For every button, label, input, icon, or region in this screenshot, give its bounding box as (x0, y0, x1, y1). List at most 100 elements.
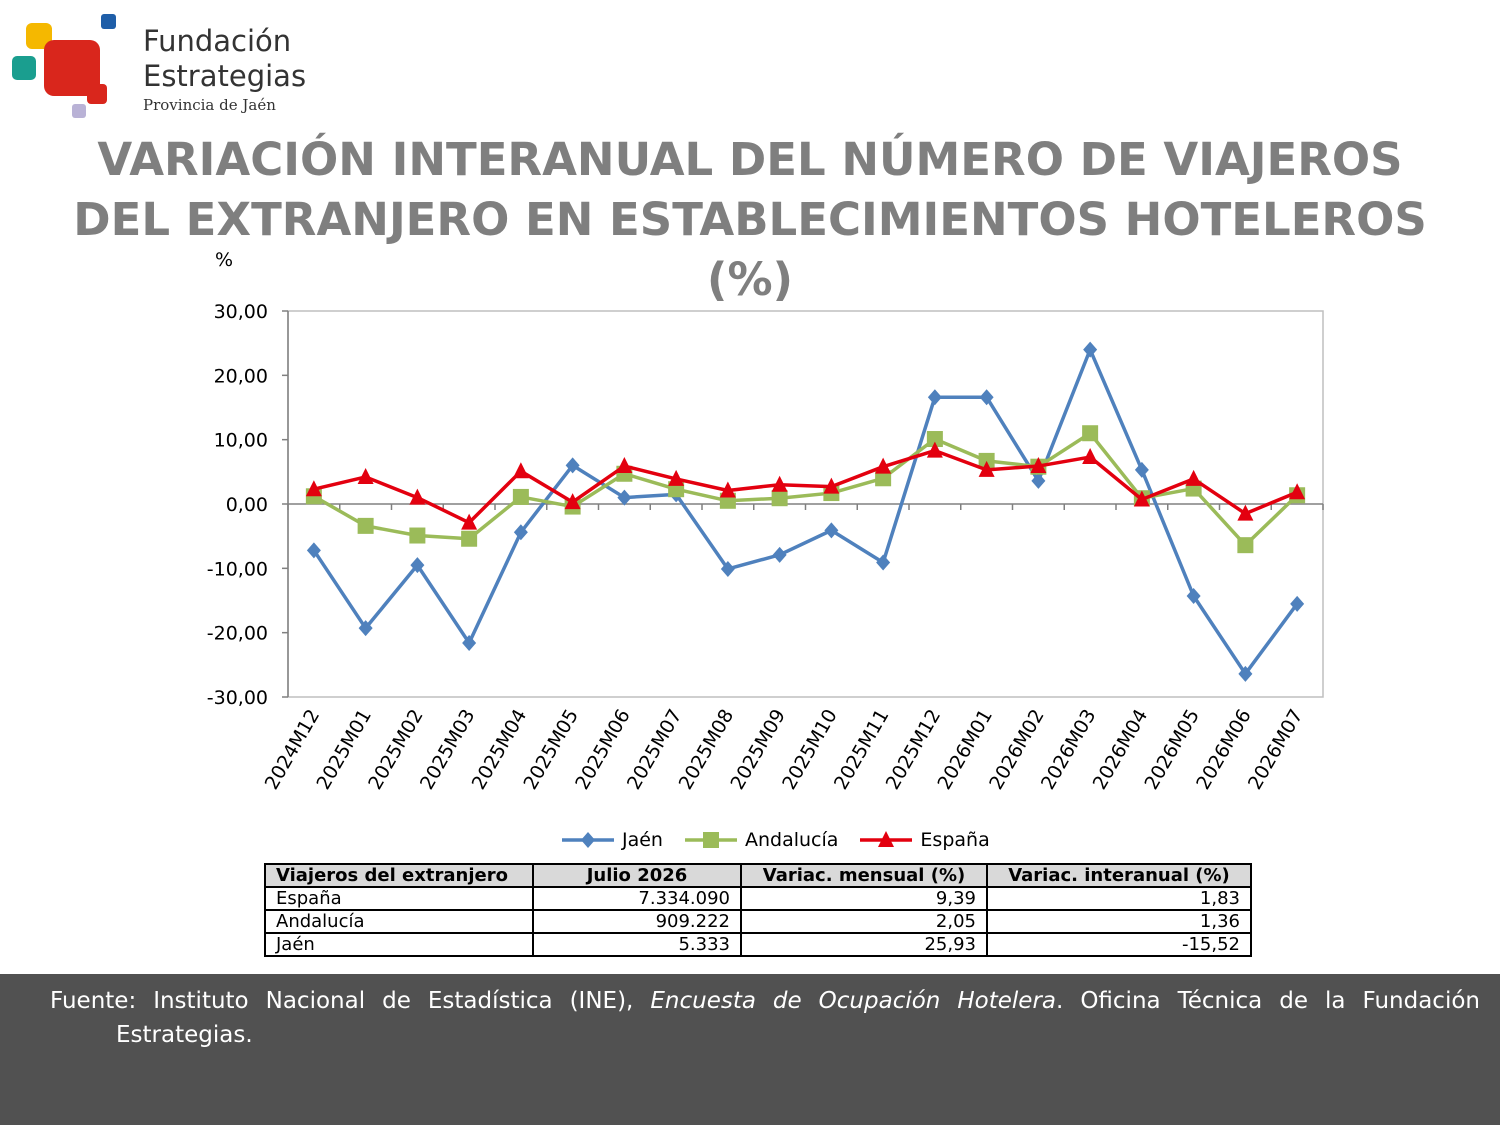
data-point (616, 465, 633, 482)
x-tick-label: 2025M09 (726, 706, 790, 794)
data-point (669, 486, 684, 503)
x-tick-label: 2025M04 (468, 706, 532, 794)
logo-line-2: Estrategias (143, 59, 307, 93)
x-tick-label: 2026M01 (933, 706, 997, 794)
data-point (875, 457, 892, 474)
table-cell: Andalucía (264, 909, 534, 934)
table-header-cell: Variac. interanual (%) (986, 863, 1252, 888)
data-point (1134, 461, 1149, 478)
x-tick-label: 2025M03 (416, 706, 480, 794)
data-point (1031, 472, 1046, 489)
data-point (1030, 457, 1047, 474)
source-prefix: Fuente: Instituto Nacional de Estadístic… (50, 988, 651, 1014)
data-point (357, 467, 374, 484)
data-point (875, 470, 892, 487)
data-point (305, 480, 322, 497)
table-cell: 9,39 (740, 886, 988, 911)
data-point (461, 513, 478, 530)
data-point (617, 489, 632, 506)
source-line-1: Fuente: Instituto Nacional de Estadístic… (50, 984, 1480, 1018)
data-point (357, 517, 374, 534)
data-point (1185, 480, 1202, 497)
data-point (978, 460, 995, 477)
plot-area (287, 310, 1324, 698)
x-tick-label: 2026M05 (1140, 706, 1204, 794)
summary-table: Viajeros del extranjero Julio 2026 Varia… (264, 863, 1252, 957)
table-header-cell: Variac. mensual (%) (740, 863, 988, 888)
data-point (823, 485, 840, 502)
y-tick-label: 20,00 (214, 365, 268, 387)
legend-label: España (920, 829, 990, 851)
y-tick-label: -20,00 (207, 623, 268, 645)
data-point (564, 493, 581, 510)
series-line (313, 431, 1299, 547)
data-point (1289, 487, 1306, 504)
data-point (1185, 469, 1202, 486)
legend-label: Jaén (622, 829, 663, 851)
table-cell: 1,83 (986, 886, 1252, 911)
data-point (979, 389, 994, 406)
data-point (720, 560, 735, 577)
x-tick-label: 2025M01 (312, 706, 376, 794)
logo-line-3: Provincia de Jaén (143, 96, 276, 114)
table-row: Andalucía 909.222 2,05 1,36 (264, 909, 1252, 934)
data-point (719, 481, 736, 498)
x-tick-label: 2026M07 (1244, 706, 1308, 794)
data-point (565, 457, 580, 474)
x-tick-label: 2026M06 (1192, 706, 1256, 794)
data-point (926, 431, 943, 448)
legend-item: Jaén (560, 829, 663, 851)
data-point (409, 488, 426, 505)
legend-label: Andalucía (744, 829, 839, 851)
table-cell: 909.222 (532, 909, 742, 934)
data-point (1030, 458, 1047, 475)
legend-swatch (562, 832, 614, 848)
data-point (461, 530, 478, 547)
source-footer: Fuente: Instituto Nacional de Estadístic… (0, 974, 1500, 1125)
page-title: VARIACIÓN INTERANUAL DEL NÚMERO DE VIAJE… (0, 130, 1500, 310)
data-point (719, 492, 736, 509)
data-point (1290, 595, 1305, 612)
x-tick-label: 2025M06 (571, 706, 635, 794)
data-point (772, 546, 787, 563)
data-point (616, 457, 633, 474)
source-survey-name: Encuesta de Ocupación Hotelera (650, 988, 1057, 1014)
table-header-cell: Viajeros del extranjero (264, 863, 534, 888)
y-tick-label: -10,00 (207, 558, 268, 580)
x-tick-label: 2024M12 (261, 706, 325, 794)
data-point (513, 524, 528, 541)
x-tick-label: 2025M11 (830, 706, 894, 794)
table-cell: 7.334.090 (532, 886, 742, 911)
data-point (305, 488, 322, 505)
x-tick-label: 2025M05 (519, 706, 583, 794)
data-point (926, 441, 943, 458)
data-point (1238, 665, 1253, 682)
table-row: España 7.334.090 9,39 1,83 (264, 886, 1252, 911)
table-header-row: Viajeros del extranjero Julio 2026 Varia… (264, 863, 1252, 888)
x-tick-label: 2026M02 (985, 706, 1049, 794)
table-cell: 2,05 (740, 909, 988, 934)
data-point (1133, 490, 1150, 507)
table-header-cell: Julio 2026 (532, 863, 742, 888)
table-row: Jaén 5.333 25,93 -15,52 (264, 932, 1252, 957)
data-point (1186, 587, 1201, 604)
table-cell: 5.333 (532, 932, 742, 957)
legend-item: España (858, 829, 990, 851)
y-tick-label: -30,00 (207, 687, 268, 709)
x-tick-label: 2026M03 (1037, 706, 1101, 794)
data-point (1082, 425, 1099, 442)
series-line (312, 347, 1299, 676)
legend-swatch (684, 832, 737, 848)
table-cell: 25,93 (740, 932, 988, 957)
data-point (771, 475, 788, 492)
source-suffix: . Oficina Técnica de la Fundación (1056, 988, 1480, 1014)
data-point (978, 452, 995, 469)
data-point (1289, 483, 1306, 500)
legend-item: Andalucía (683, 829, 838, 851)
y-tick-label: 10,00 (214, 430, 268, 452)
x-tick-label: 2025M10 (778, 706, 842, 794)
title-line-2: DEL EXTRANJERO EN ESTABLECIMIENTOS HOTEL… (73, 193, 1427, 246)
table-cell: España (264, 886, 534, 911)
data-point (824, 522, 839, 539)
data-point (668, 469, 685, 486)
